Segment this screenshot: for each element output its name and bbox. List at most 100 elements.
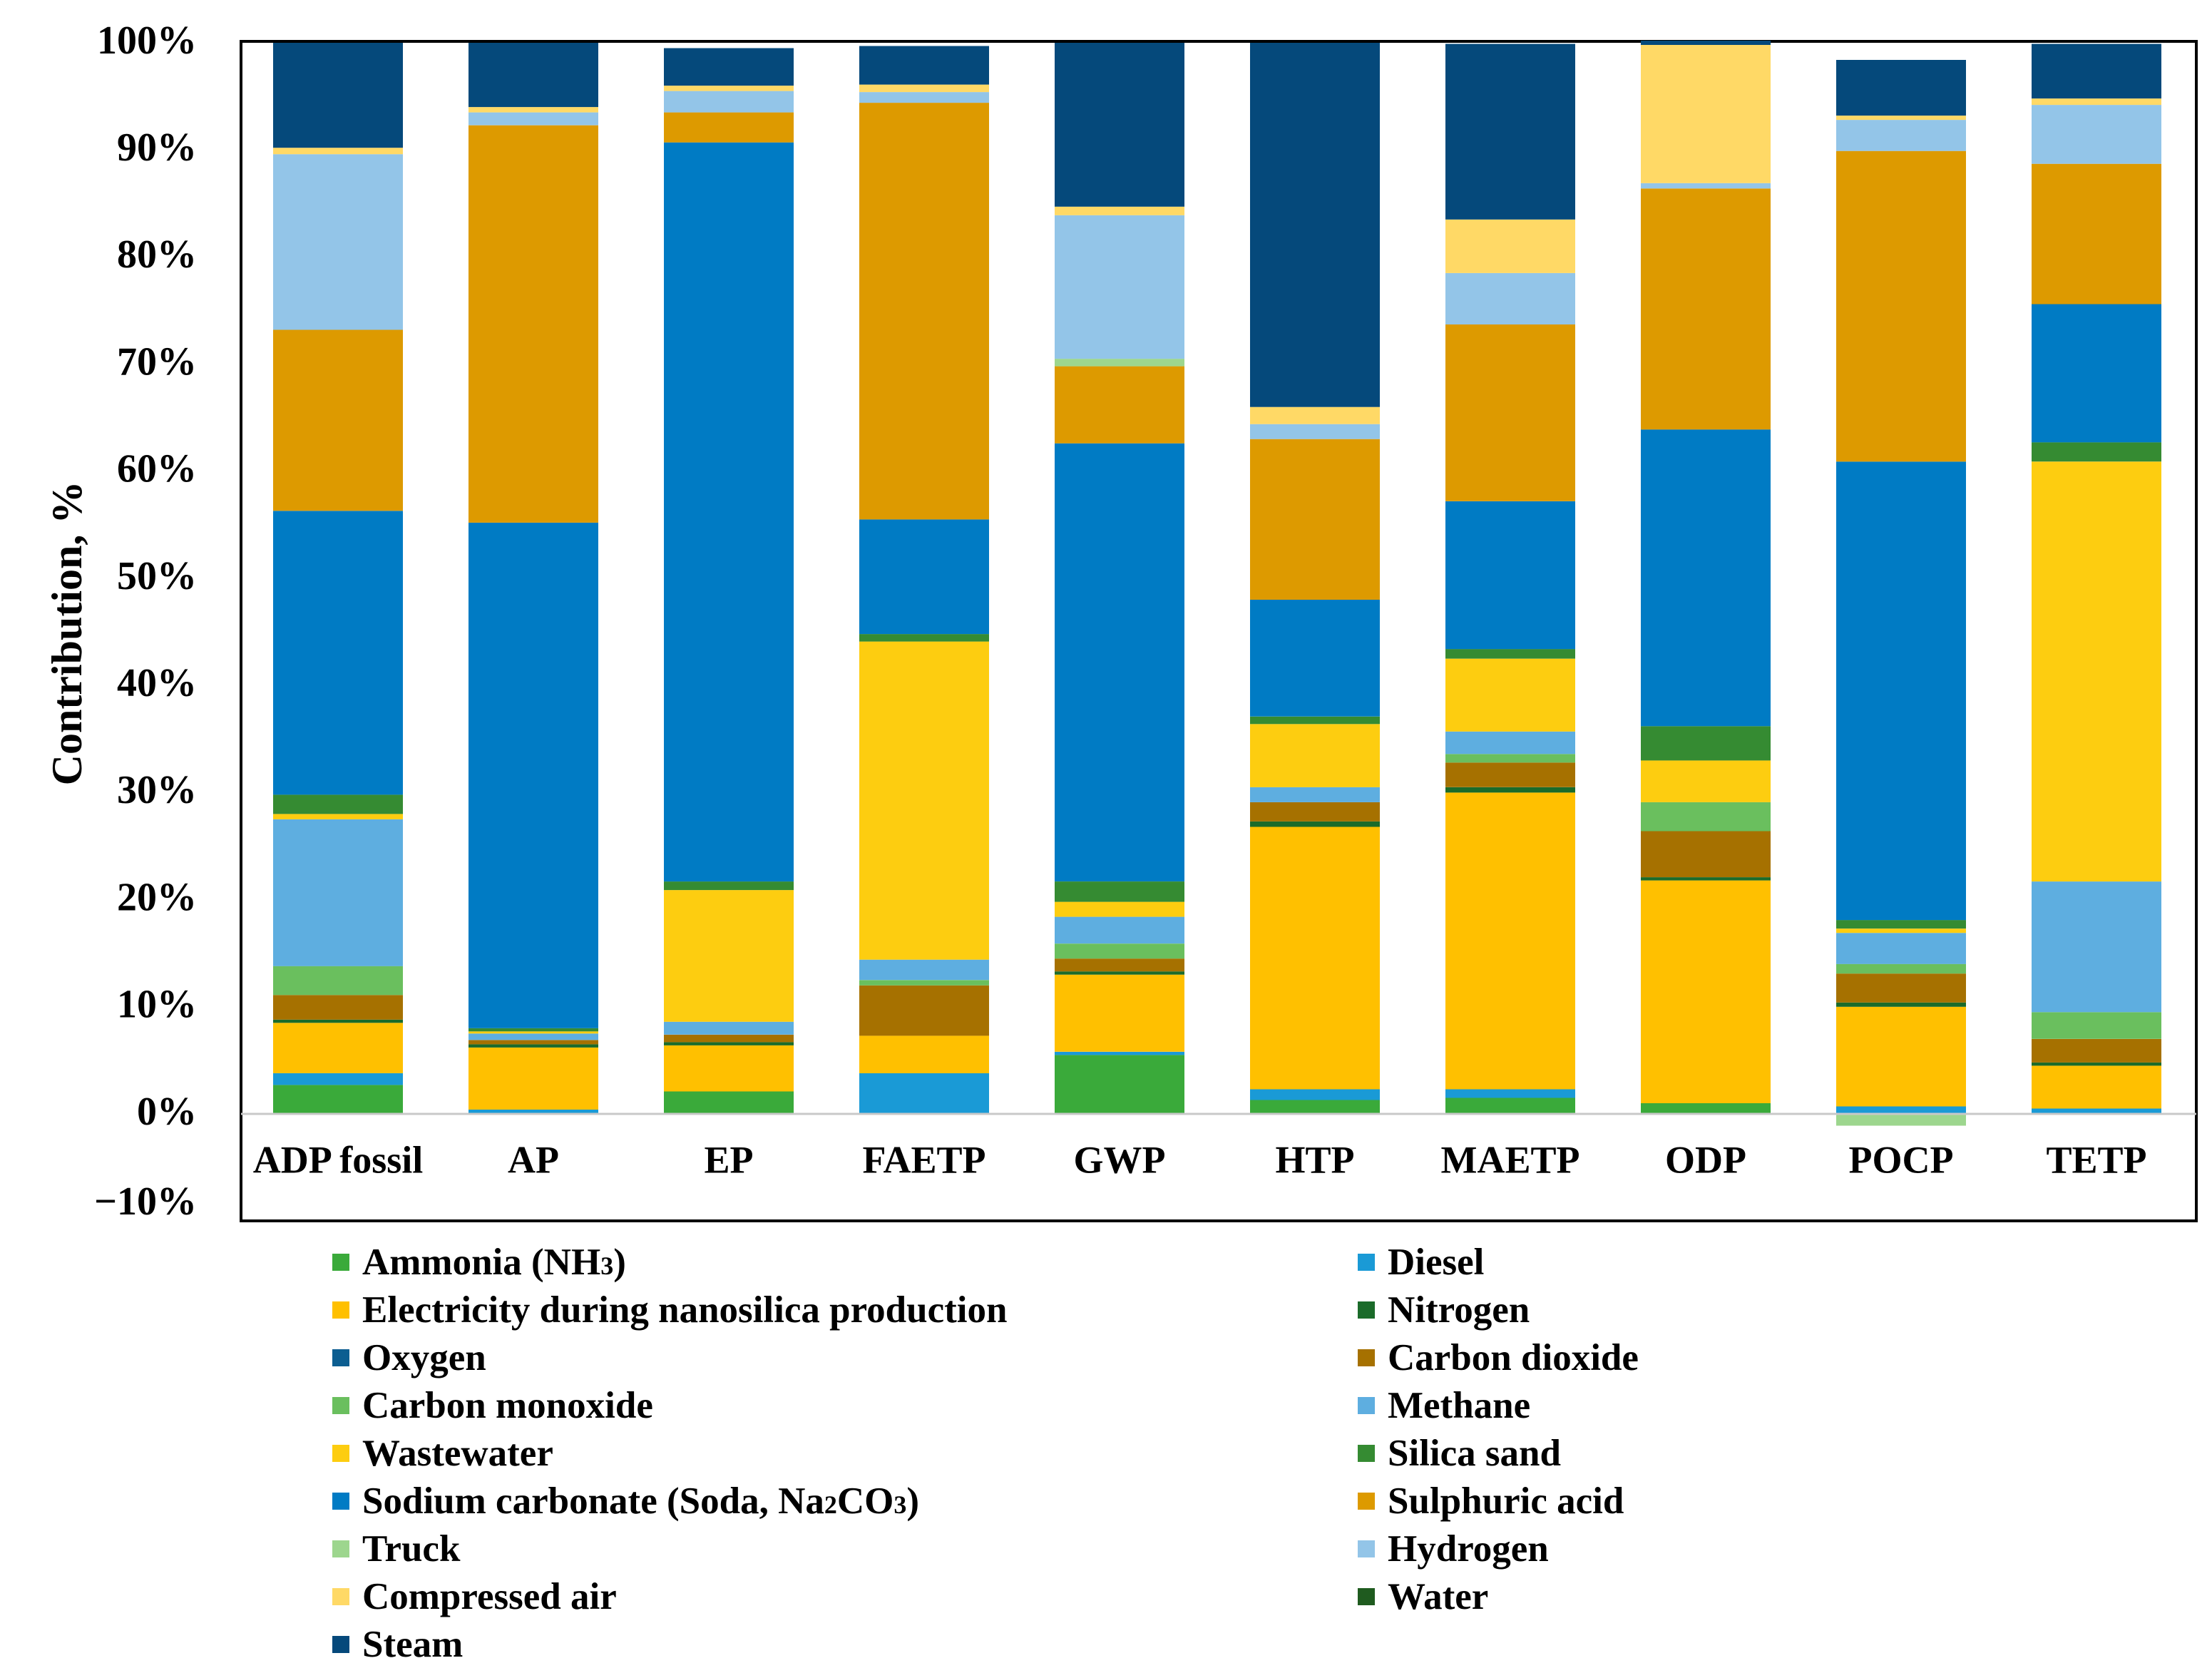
legend-item: Oxygen (332, 1336, 486, 1379)
bar-segment-gwp-truck (1055, 359, 1184, 367)
bar-segment-pocp-hydrogen (1836, 120, 1966, 151)
bar-segment-htp-hydrogen (1250, 424, 1380, 439)
bar-segment-odp-compressed-air (1641, 45, 1771, 183)
bar-segment-adp-fossil-electricity-during-nanosilica-production (273, 1023, 403, 1073)
y-tick-label: 90% (117, 126, 197, 170)
bar-segment-adp-fossil-carbon-monoxide (273, 966, 403, 996)
bar-segment-adp-fossil-hydrogen (273, 154, 403, 330)
legend-label: Ammonia (NH3) (362, 1241, 626, 1284)
bar-segment-tetp-wastewater (2032, 461, 2161, 882)
legend-label-text: Wastewater (362, 1433, 553, 1474)
legend-label-subscript: 2 (824, 1490, 837, 1519)
bar-segment-gwp-nitrogen (1055, 971, 1184, 975)
bar-segment-tetp-nitrogen (2032, 1062, 2161, 1066)
bar-segment-htp-diesel (1250, 1089, 1380, 1100)
bar-segment-maetp-sodium-carbonate-soda-na2co3 (1445, 501, 1575, 650)
bar-segment-gwp-electricity-during-nanosilica-production (1055, 974, 1184, 1052)
legend-swatch (332, 1493, 349, 1510)
bar-segment-ap-nitrogen (468, 1044, 598, 1048)
x-category-label: MAETP (1441, 1138, 1580, 1181)
legend-label: Truck (362, 1528, 460, 1570)
bar-segment-htp-nitrogen (1250, 822, 1380, 827)
bar-segment-tetp-carbon-dioxide (2032, 1038, 2161, 1063)
bar-segment-faetp-silica-sand (859, 634, 989, 642)
legend-label-subscript: 3 (600, 1252, 614, 1280)
bar-segment-gwp-diesel (1055, 1051, 1184, 1055)
legend-label-text: Silica sand (1388, 1433, 1562, 1474)
x-category-label: FAETP (863, 1138, 986, 1181)
bar-segment-pocp-compressed-air (1836, 116, 1966, 121)
bar-segment-pocp-carbon-monoxide (1836, 963, 1966, 974)
stacked-bar-chart: 100% 90% 80% 70% 60% 50% 40% 30% 20% 10% 0% −10% AD… (43, 19, 2198, 1224)
bar-segment-pocp-sulphuric-acid (1836, 150, 1966, 462)
legend-label: Carbon dioxide (1388, 1336, 1639, 1379)
bar-segment-odp-steam (1641, 41, 1771, 45)
legend-item: Sodium carbonate (Soda, Na2CO3) (332, 1480, 919, 1523)
legend-swatch (1358, 1540, 1375, 1557)
bar-segment-maetp-carbon-dioxide (1445, 762, 1575, 787)
legend-label-text: Carbon monoxide (362, 1385, 653, 1426)
legend-label: Compressed air (362, 1575, 617, 1618)
bar-segment-tetp-sulphuric-acid (2032, 163, 2161, 305)
bar-segment-odp-sodium-carbonate-soda-na2co3 (1641, 429, 1771, 727)
bar-segment-htp-electricity-during-nanosilica-production (1250, 827, 1380, 1090)
y-tick-label: 40% (117, 661, 197, 705)
legend-label-text: Truck (362, 1528, 461, 1570)
bar-segment-ep-sodium-carbonate-soda-na2co3 (664, 142, 794, 882)
x-category-label: AP (508, 1138, 559, 1181)
bar-segment-gwp-carbon-monoxide (1055, 943, 1184, 959)
legend-label-text: Oxygen (362, 1337, 486, 1378)
bar-segment-gwp-carbon-dioxide (1055, 958, 1184, 972)
legend-label-text: Steam (362, 1624, 464, 1665)
legend-label: Sulphuric acid (1388, 1480, 1624, 1523)
bar-segment-maetp-hydrogen (1445, 272, 1575, 324)
bar-segment-htp-wastewater (1250, 724, 1380, 787)
bar-segment-maetp-sulphuric-acid (1445, 324, 1575, 501)
legend-label: Carbon monoxide (362, 1384, 653, 1427)
bar-segment-htp-steam (1250, 43, 1380, 407)
y-tick-label: 30% (117, 768, 197, 812)
legend-label-text: Sodium carbonate (Soda, Na (362, 1480, 824, 1522)
legend-item: Steam (332, 1623, 463, 1666)
bar-segment-ep-methane (664, 1021, 794, 1035)
legend-item: Carbon monoxide (332, 1384, 653, 1427)
bar-segment-faetp-sodium-carbonate-soda-na2co3 (859, 519, 989, 635)
bar-segment-ap-sulphuric-acid (468, 125, 598, 523)
y-tick-label: 60% (117, 447, 197, 491)
bar-segment-ap-compressed-air (468, 107, 598, 113)
y-tick-label: 0% (137, 1090, 197, 1134)
bar-segment-gwp-silica-sand (1055, 881, 1184, 902)
bar-segment-odp-ammonia-nh3 (1641, 1103, 1771, 1114)
bar-segment-adp-fossil-methane (273, 819, 403, 966)
bar-segment-ap-diesel (468, 1110, 598, 1114)
bar-segment-maetp-ammonia-nh3 (1445, 1098, 1575, 1114)
bar-segment-tetp-electricity-during-nanosilica-production (2032, 1065, 2161, 1109)
legend-item: Silica sand (1358, 1432, 1561, 1475)
y-tick-label: −10% (94, 1180, 197, 1224)
bar-segment-maetp-carbon-monoxide (1445, 754, 1575, 763)
legend-label: Silica sand (1388, 1432, 1561, 1475)
bar-segment-pocp-methane (1836, 933, 1966, 964)
legend-swatch (332, 1540, 349, 1557)
bar-segment-odp-electricity-during-nanosilica-production (1641, 880, 1771, 1103)
bar-segment-ep-hydrogen (664, 91, 794, 113)
plot-frame (240, 40, 2198, 1222)
legend-swatch (1358, 1588, 1375, 1605)
legend-label-text: ) (906, 1480, 920, 1522)
legend-swatch (332, 1588, 349, 1605)
bar-segment-faetp-methane (859, 959, 989, 981)
bar-segment-pocp-diesel (1836, 1106, 1966, 1114)
legend-label-text: Nitrogen (1388, 1289, 1530, 1331)
bar-segment-htp-methane (1250, 787, 1380, 802)
chart-legend: Ammonia (NH3) Diesel Electricity during na… (332, 1241, 2044, 1669)
legend-label-text: Water (1388, 1576, 1489, 1617)
bar-segment-odp-wastewater (1641, 760, 1771, 802)
bar-segment-gwp-sulphuric-acid (1055, 366, 1184, 444)
bar-segment-tetp-silica-sand (2032, 442, 2161, 462)
legend-label: Nitrogen (1388, 1289, 1530, 1331)
bar-segment-odp-silica-sand (1641, 726, 1771, 761)
legend-label-text: Hydrogen (1388, 1528, 1549, 1570)
legend-label-subscript: 3 (893, 1490, 907, 1519)
bar-segment-pocp-silica-sand (1836, 920, 1966, 929)
bar-segment-gwp-ammonia-nh3 (1055, 1055, 1184, 1114)
